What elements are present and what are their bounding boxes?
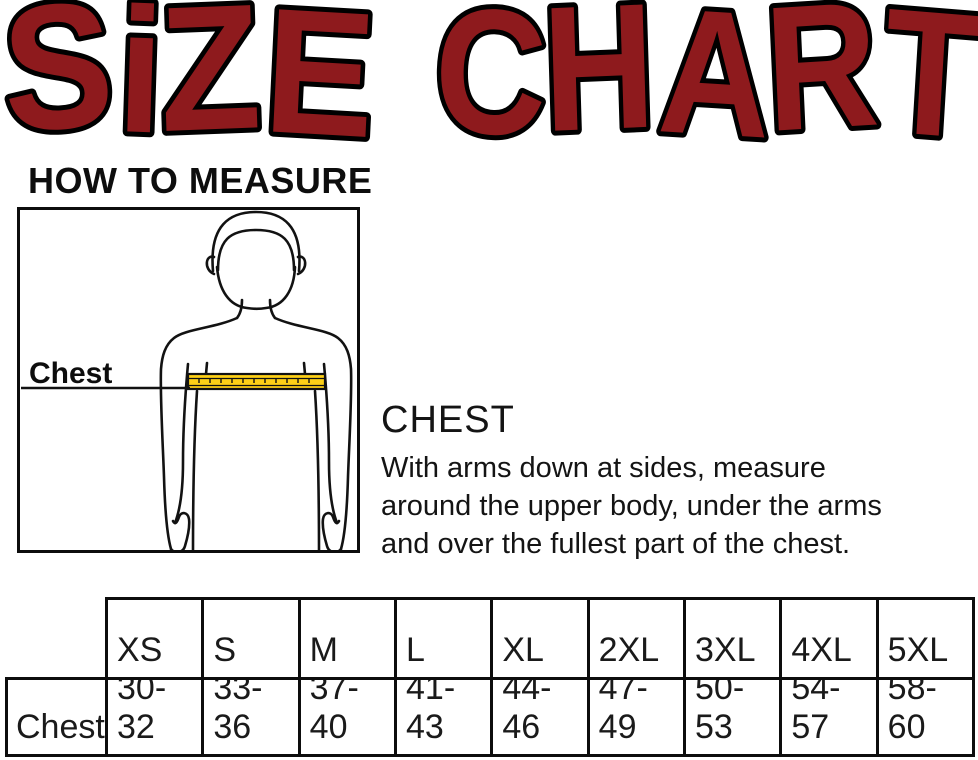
size-column-header: M (300, 600, 394, 677)
chest-measurement-cell: 37-40 (300, 680, 394, 754)
size-table-chest-row: Chest 30-32 33-36 37-40 41-43 44-46 47-4… (5, 677, 975, 757)
left-ear-outline (205, 255, 216, 276)
chest-measurement-cell: 30-32 (108, 680, 202, 754)
left-armpit-line (204, 361, 209, 376)
neck-outline-right (268, 298, 277, 320)
chest-measurement-cell: 50-53 (686, 680, 780, 754)
hair-outline (211, 210, 301, 273)
face-outline (215, 265, 297, 311)
neck-outline (235, 298, 244, 320)
chest-measurement-cell: 41-43 (397, 680, 491, 754)
size-column-header: XL (493, 600, 587, 677)
right-torso-outline (313, 389, 321, 555)
left-inner-arm-outline (173, 362, 190, 525)
size-column-header: 3XL (686, 600, 780, 677)
size-column-header: S (204, 600, 298, 677)
chest-row-label: Chest (8, 680, 105, 754)
description-line: With arms down at sides, measure (381, 452, 826, 484)
measurement-diagram: Chest (17, 207, 360, 555)
left-torso-outline (191, 389, 199, 555)
size-chart-title: SiZE CHART (0, 0, 978, 152)
chest-label: Chest (29, 357, 112, 390)
chest-section-heading: CHEST (381, 399, 515, 441)
hairline (216, 228, 296, 272)
size-column-header: 4XL (782, 600, 876, 677)
description-line: around the upper body, under the arms (381, 490, 882, 522)
description-line: and over the fullest part of the chest. (381, 528, 851, 560)
tape-measure (186, 372, 327, 391)
size-table-header-row: XS S M L XL 2XL 3XL 4XL 5XL (105, 597, 975, 680)
title-word-size: SiZE (0, 0, 380, 152)
right-hand-outline (321, 511, 343, 554)
size-column-header: XS (108, 600, 202, 677)
left-shoulder-arm-outline (159, 316, 239, 551)
title-word-chart: CHART (432, 0, 978, 152)
right-inner-arm-outline (322, 362, 339, 525)
right-shoulder-arm-outline (273, 316, 353, 551)
how-to-measure-heading: HOW TO MEASURE (28, 160, 373, 201)
chest-measurement-cell: 44-46 (493, 680, 587, 754)
left-hand-outline (169, 511, 191, 554)
chest-measurement-cell: 54-57 (782, 680, 876, 754)
chest-description: With arms down at sides, measure around … (381, 449, 882, 563)
size-column-header: L (397, 600, 491, 677)
chest-measurement-cell: 47-49 (589, 680, 683, 754)
chest-measurement-cell: 58-60 (878, 680, 972, 754)
size-column-header: 2XL (589, 600, 683, 677)
right-armpit-line (302, 361, 307, 376)
tape-tick-marks (198, 378, 310, 383)
size-column-header: 5XL (878, 600, 972, 677)
chest-measurement-cell: 33-36 (204, 680, 298, 754)
body-outline-figure: Chest (21, 210, 353, 555)
right-ear-outline (296, 255, 307, 276)
